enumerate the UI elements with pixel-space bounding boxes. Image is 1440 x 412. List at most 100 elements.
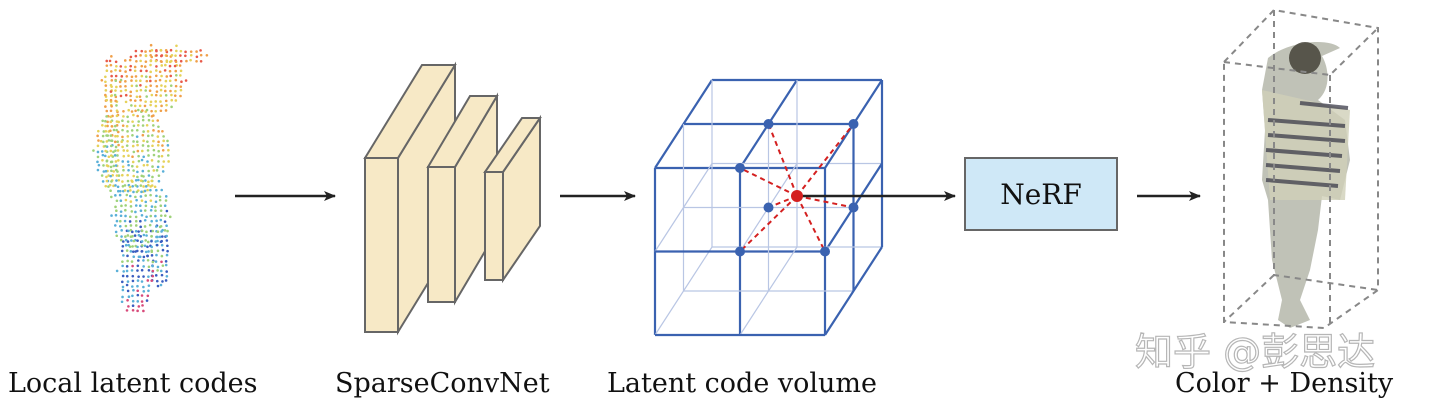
point: [105, 175, 108, 179]
point: [161, 148, 165, 152]
point: [139, 98, 142, 102]
point: [174, 84, 178, 88]
point: [120, 235, 123, 238]
point: [136, 239, 139, 242]
point: [179, 49, 183, 53]
point: [131, 120, 134, 123]
point: [160, 260, 163, 264]
point: [118, 69, 122, 73]
point: [199, 49, 202, 52]
point: [134, 229, 138, 233]
point: [122, 115, 125, 118]
point: [114, 168, 118, 172]
point: [104, 105, 107, 108]
point: [144, 194, 147, 197]
point: [164, 63, 167, 67]
point: [101, 159, 104, 162]
point: [105, 140, 109, 143]
point: [142, 155, 146, 159]
point: [114, 213, 118, 217]
point: [126, 115, 129, 119]
point: [121, 264, 124, 268]
point: [161, 170, 165, 173]
point: [126, 189, 130, 193]
point: [120, 280, 124, 284]
point: [130, 104, 133, 107]
point: [139, 219, 142, 223]
point: [92, 149, 95, 152]
point: [115, 104, 118, 107]
voxel-node: [735, 246, 745, 257]
point: [116, 185, 120, 189]
point: [115, 114, 119, 118]
point: [164, 195, 168, 198]
point: [127, 168, 130, 172]
point: [137, 255, 141, 259]
point: [141, 304, 144, 307]
point: [152, 148, 156, 152]
point: [149, 214, 153, 218]
point: [116, 130, 120, 134]
point: [120, 75, 124, 78]
point: [118, 80, 122, 84]
point: [142, 185, 145, 188]
point: [161, 144, 164, 147]
point: [151, 274, 155, 278]
grid-line: [824, 246, 883, 336]
point: [124, 84, 127, 88]
point: [137, 259, 140, 262]
point: [173, 64, 177, 68]
point: [165, 270, 168, 273]
point: [142, 255, 146, 259]
point: [140, 158, 144, 162]
point: [120, 300, 124, 304]
point: [141, 118, 145, 122]
point: [121, 180, 124, 183]
point: [126, 280, 130, 283]
voxel-node: [735, 163, 745, 173]
point: [159, 283, 163, 287]
point: [104, 129, 108, 133]
point: [122, 254, 125, 257]
point: [140, 280, 144, 283]
point: [166, 229, 169, 233]
point: [136, 293, 140, 297]
point: [150, 239, 153, 243]
point: [147, 118, 151, 122]
point: [127, 243, 130, 247]
point: [140, 300, 144, 303]
point: [165, 75, 169, 78]
latent-code-volume: [653, 78, 956, 337]
point: [120, 249, 124, 253]
point: [168, 60, 172, 64]
point: [189, 50, 193, 53]
point: [124, 204, 127, 207]
point: [157, 155, 161, 158]
point: [160, 154, 164, 158]
point: [164, 99, 168, 103]
point: [109, 174, 112, 178]
point: [119, 199, 123, 202]
point: [142, 290, 146, 293]
point: [141, 109, 144, 112]
point: [126, 139, 129, 143]
point: [129, 98, 133, 102]
point: [140, 249, 144, 253]
point: [109, 149, 113, 153]
point: [139, 79, 142, 82]
point: [165, 239, 169, 242]
point: [134, 178, 138, 182]
point: [147, 275, 150, 278]
point: [157, 179, 161, 183]
point: [165, 253, 169, 257]
point: [157, 149, 160, 153]
point: [125, 265, 129, 268]
point: [116, 149, 120, 152]
point: [104, 169, 108, 173]
point: [105, 179, 109, 183]
point: [140, 214, 144, 217]
point: [143, 189, 147, 193]
point: [125, 144, 129, 147]
point: [151, 269, 155, 273]
point: [106, 120, 109, 124]
